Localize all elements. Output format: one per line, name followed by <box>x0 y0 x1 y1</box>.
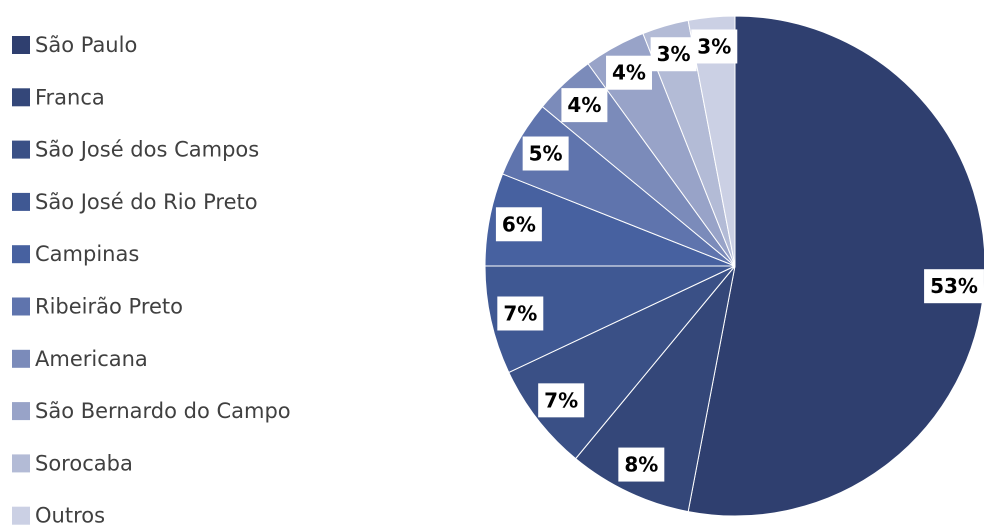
legend-label: Outros <box>35 504 105 528</box>
data-label-text: 6% <box>502 212 536 236</box>
data-label-text: 7% <box>544 388 578 412</box>
pie-slice <box>687 15 736 267</box>
data-label-box <box>538 383 585 418</box>
data-label-box <box>691 29 738 64</box>
legend-swatch <box>12 506 30 525</box>
legend-swatch <box>12 349 30 368</box>
data-label: 7% <box>538 383 585 418</box>
data-label: 53% <box>924 269 984 304</box>
legend-label: São José do Rio Preto <box>35 190 258 214</box>
data-label-box <box>924 269 984 304</box>
data-label: 7% <box>497 296 544 331</box>
data-label-text: 4% <box>612 61 646 85</box>
legend-swatch <box>12 245 30 264</box>
data-label-box <box>650 37 697 72</box>
legend-swatch <box>12 36 30 54</box>
data-label: 4% <box>561 88 608 123</box>
legend-swatch <box>12 402 30 421</box>
pie-slice <box>484 265 736 374</box>
legend-label: Americana <box>35 347 148 371</box>
data-label: 4% <box>606 55 652 90</box>
data-label-text: 5% <box>529 142 563 166</box>
legend-label: Ribeirão Preto <box>35 295 183 319</box>
legend-swatch <box>12 88 30 107</box>
data-label-box <box>606 55 652 90</box>
data-label-text: 4% <box>567 93 601 117</box>
data-label-box <box>618 447 665 482</box>
data-label: 3% <box>691 29 738 64</box>
legend-label: Campinas <box>35 242 139 266</box>
data-label: 6% <box>495 207 542 242</box>
data-label-text: 3% <box>657 42 691 66</box>
data-label-text: 7% <box>503 301 537 325</box>
pie-slice <box>574 265 736 513</box>
data-label-text: 53% <box>930 274 978 298</box>
legend-label: São José dos Campos <box>35 138 259 162</box>
legend-swatch <box>12 140 30 159</box>
data-label-text: 3% <box>697 34 731 58</box>
legend-label: Franca <box>35 85 105 109</box>
legend-label: São Bernardo do Campo <box>35 399 291 423</box>
data-label-box <box>522 136 569 171</box>
data-label: 8% <box>618 447 665 482</box>
legend: São Paulo Franca São José dos Campos São Jo… <box>12 33 291 528</box>
data-label-box <box>561 88 608 123</box>
legend-swatch <box>12 454 30 473</box>
legend-swatch <box>12 297 30 316</box>
data-label: 5% <box>522 136 569 171</box>
legend-label: São Paulo <box>35 33 137 57</box>
data-label-box <box>497 296 544 331</box>
legend-swatch <box>12 192 30 211</box>
legend-label: Sorocaba <box>35 451 133 475</box>
data-label-text: 8% <box>624 453 658 477</box>
data-label: 3% <box>650 37 697 72</box>
data-label-box <box>495 207 542 242</box>
